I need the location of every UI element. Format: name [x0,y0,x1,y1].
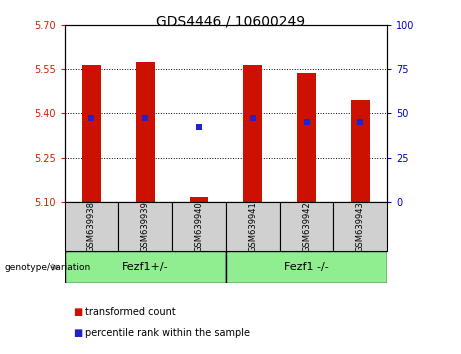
Bar [118,202,172,251]
Text: GSM639943: GSM639943 [356,201,365,252]
Text: transformed count: transformed count [85,307,176,316]
Bar [189,197,208,202]
Text: GSM639940: GSM639940 [195,201,203,252]
Text: GSM639941: GSM639941 [248,201,257,252]
Bar [226,202,280,251]
Bar [136,62,154,202]
Text: Fezf1+/-: Fezf1+/- [122,262,169,272]
Text: percentile rank within the sample: percentile rank within the sample [85,328,250,338]
Text: Fezf1 -/-: Fezf1 -/- [284,262,329,272]
Text: ■: ■ [73,328,82,338]
Text: genotype/variation: genotype/variation [5,263,91,272]
Text: GDS4446 / 10600249: GDS4446 / 10600249 [156,14,305,28]
Bar [351,100,370,202]
Bar [297,73,316,202]
Bar [333,202,387,251]
Bar [82,64,101,202]
Bar [243,64,262,202]
Text: ■: ■ [73,307,82,316]
Bar [65,202,118,251]
Bar [226,251,387,283]
Bar [280,202,333,251]
Text: GSM639938: GSM639938 [87,201,96,252]
Bar [172,202,226,251]
Text: GSM639942: GSM639942 [302,201,311,252]
Bar [65,251,226,283]
Text: GSM639939: GSM639939 [141,201,150,252]
